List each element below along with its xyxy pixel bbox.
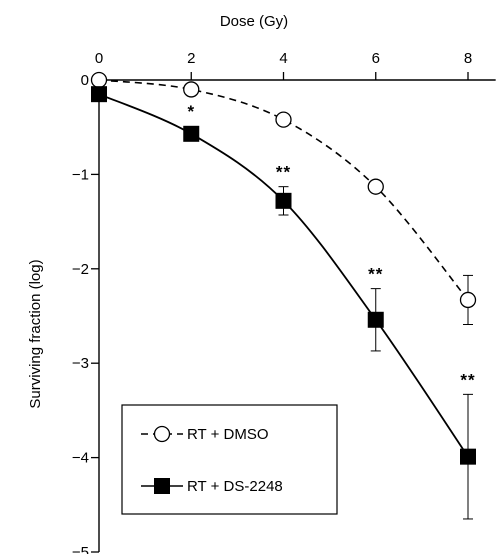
significance-annotations: ******* — [187, 102, 475, 390]
y-tick-label-0: 0 — [81, 72, 89, 89]
legend-marker-ds2248 — [154, 478, 170, 494]
y-tick-label-3: −3 — [72, 355, 89, 372]
marker-1-2 — [275, 192, 292, 209]
axes: 0 2 4 6 8 0 −1 −2 −3 −4 −5 — [72, 50, 496, 554]
y-tick-label-1: −1 — [72, 166, 89, 183]
marker-0-3 — [367, 178, 384, 195]
y-tick-label-4: −4 — [72, 450, 89, 467]
annotation-1-1: * — [187, 102, 195, 121]
series-line-1 — [98, 93, 469, 458]
marker-1-3 — [367, 311, 384, 328]
marker-0-1 — [183, 81, 200, 98]
marker-1-1 — [183, 125, 200, 142]
series-lines — [98, 79, 469, 458]
y-axis-title: Surviving fraction (log) — [27, 259, 44, 408]
legend-label-dmso: RT + DMSO — [187, 426, 269, 443]
legend-box — [121, 404, 338, 515]
x-tick-label-8: 8 — [464, 50, 472, 67]
y-tick-label-2: −2 — [72, 261, 89, 278]
x-tick-label-6: 6 — [372, 50, 380, 67]
x-tick-label-2: 2 — [187, 50, 195, 67]
y-tick-label-5: −5 — [72, 544, 89, 554]
marker-1-4 — [460, 448, 476, 465]
legend-label-ds2248: RT + DS-2248 — [187, 478, 283, 495]
marker-0-0 — [90, 71, 108, 89]
legend-marker-dmso — [153, 425, 171, 443]
x-tick-label-4: 4 — [279, 50, 287, 67]
x-axis-title: Dose (Gy) — [220, 13, 288, 30]
marker-1-0 — [91, 86, 107, 103]
annotation-1-2: ** — [276, 163, 291, 182]
marker-0-4 — [459, 291, 477, 309]
legend: RT + DMSO RT + DS-2248 — [121, 404, 338, 515]
annotation-1-4: ** — [460, 370, 475, 389]
marker-0-2 — [275, 111, 292, 128]
annotation-1-3: ** — [368, 265, 383, 284]
x-tick-label-0: 0 — [95, 50, 103, 67]
data-markers — [90, 71, 477, 465]
